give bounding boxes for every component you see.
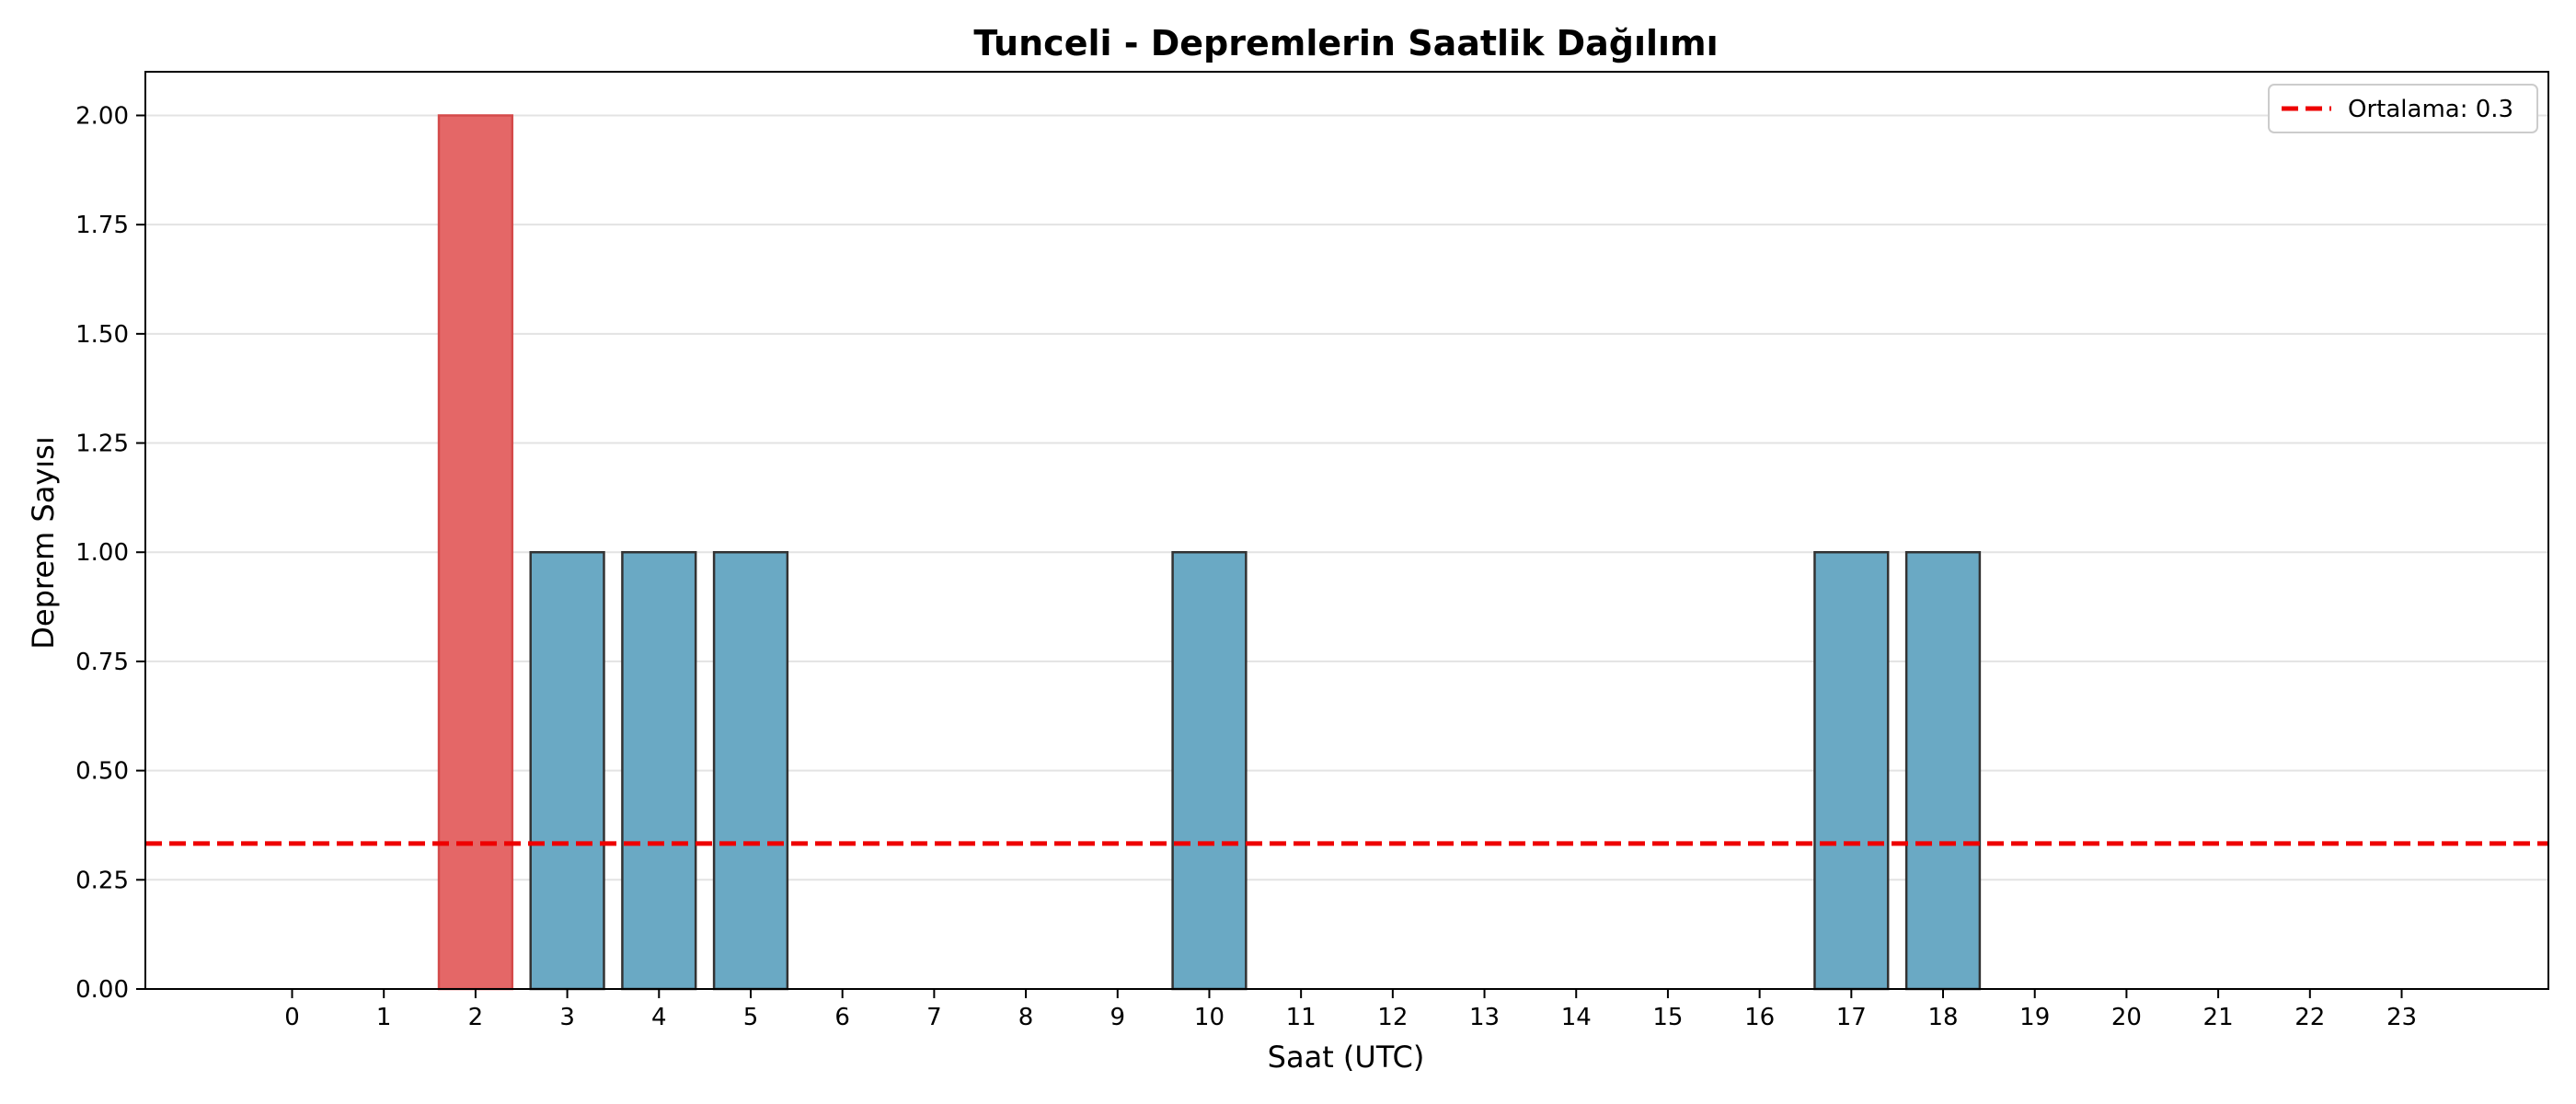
bar-hour-3 bbox=[529, 550, 605, 991]
y-tick-label: 1.25 bbox=[75, 431, 129, 458]
axis-ticks: 0.000.250.500.751.001.251.501.752.000 1 2 3… bbox=[75, 102, 2417, 1031]
x-tick-label: 22 bbox=[2294, 1004, 2325, 1031]
x-tick-label: 11 bbox=[1286, 1004, 1317, 1031]
y-tick-label: 0.25 bbox=[75, 867, 129, 894]
bar-hour-17 bbox=[1813, 550, 1890, 991]
bar-hour-5 bbox=[712, 550, 789, 991]
x-tick-label: 16 bbox=[1744, 1004, 1775, 1031]
bar-hour-2 bbox=[437, 114, 514, 991]
y-axis-label: Deprem Sayısı bbox=[26, 436, 61, 649]
y-tick-label: 2.00 bbox=[75, 102, 129, 130]
x-tick-label: 19 bbox=[2019, 1004, 2050, 1031]
y-tick-label: 0.50 bbox=[75, 758, 129, 786]
x-tick-label: 4 bbox=[651, 1004, 667, 1031]
x-tick-label: 10 bbox=[1194, 1004, 1225, 1031]
plot-frame bbox=[144, 71, 2549, 990]
bar-hour-10 bbox=[1171, 550, 1248, 991]
chart-title: Tunceli - Depremlerin Saatlik Dağılımı bbox=[973, 23, 1718, 63]
legend-box bbox=[2268, 84, 2538, 133]
bars bbox=[437, 114, 1982, 991]
x-tick-label: 2 bbox=[468, 1004, 484, 1031]
x-tick-label: 6 bbox=[834, 1004, 850, 1031]
x-tick-label: 1 bbox=[376, 1004, 392, 1031]
x-tick-label: 18 bbox=[1927, 1004, 1958, 1031]
bar-hour-18 bbox=[1904, 550, 1982, 991]
y-tick-label: 1.75 bbox=[75, 212, 129, 239]
x-tick-label: 14 bbox=[1561, 1004, 1592, 1031]
x-tick-label: 20 bbox=[2111, 1004, 2142, 1031]
y-tick-label: 0.75 bbox=[75, 649, 129, 676]
x-tick-label: 3 bbox=[559, 1004, 575, 1031]
x-tick-label: 12 bbox=[1377, 1004, 1408, 1031]
x-tick-label: 5 bbox=[743, 1004, 759, 1031]
x-tick-label: 13 bbox=[1469, 1004, 1500, 1031]
x-tick-label: 21 bbox=[2203, 1004, 2234, 1031]
legend: Ortalama: 0.3 bbox=[2268, 84, 2538, 133]
y-tick-label: 0.00 bbox=[75, 976, 129, 1004]
x-tick-label: 9 bbox=[1110, 1004, 1125, 1031]
x-tick-label: 23 bbox=[2386, 1004, 2417, 1031]
x-tick-label: 0 bbox=[284, 1004, 300, 1031]
bar-hour-4 bbox=[621, 550, 697, 991]
x-tick-label: 15 bbox=[1652, 1004, 1683, 1031]
legend-mean-label: Ortalama: 0.3 bbox=[2348, 96, 2513, 123]
x-axis-label: Saat (UTC) bbox=[1268, 1040, 1425, 1075]
y-tick-label: 1.50 bbox=[75, 321, 129, 349]
x-tick-label: 8 bbox=[1018, 1004, 1034, 1031]
x-tick-label: 7 bbox=[926, 1004, 942, 1031]
y-tick-label: 1.00 bbox=[75, 539, 129, 567]
x-tick-label: 17 bbox=[1836, 1004, 1867, 1031]
